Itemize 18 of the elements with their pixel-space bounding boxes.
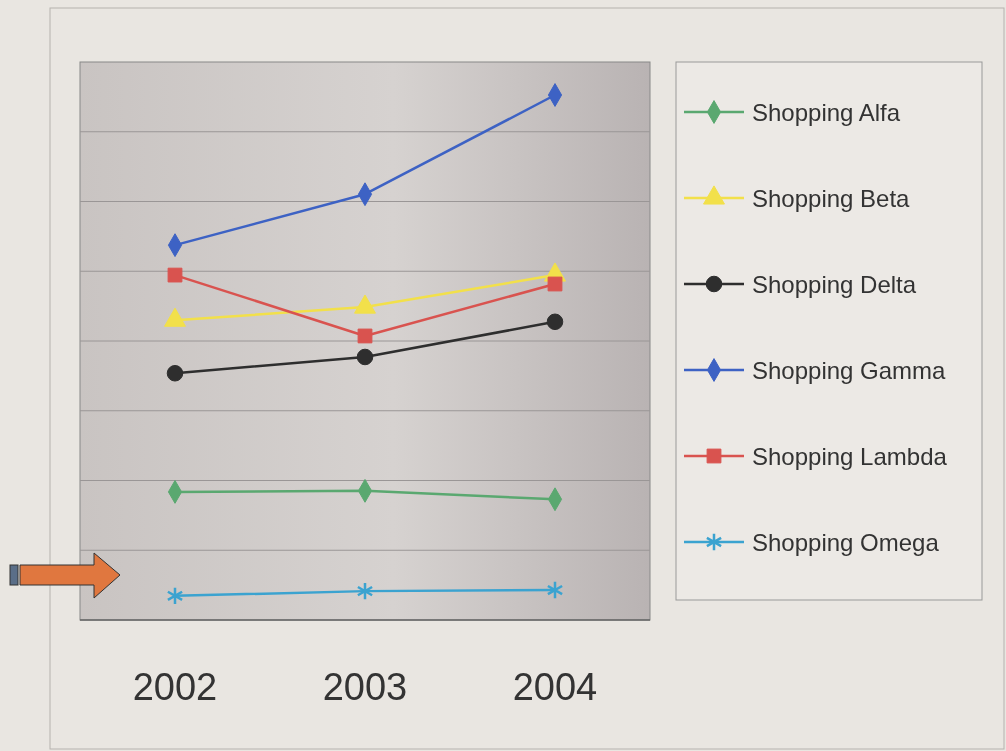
legend-label: Shopping Delta — [752, 271, 917, 298]
point — [546, 580, 564, 600]
point — [356, 581, 374, 601]
point — [547, 276, 563, 292]
legend-label: Shopping Gamma — [752, 357, 947, 384]
point — [167, 267, 183, 283]
x-tick-label: 2002 — [132, 666, 218, 708]
x-tick-label: 2003 — [322, 666, 408, 708]
point — [166, 364, 184, 382]
point — [546, 313, 564, 331]
x-tick-label: 2004 — [512, 666, 598, 708]
legend-label: Shopping Lambda — [752, 443, 948, 470]
point — [166, 586, 184, 606]
point — [357, 328, 373, 344]
legend-label: Shopping Beta — [752, 185, 911, 212]
legend-label: Shopping Omega — [752, 529, 940, 556]
legend-label: Shopping Alfa — [752, 99, 901, 126]
point — [356, 348, 374, 366]
